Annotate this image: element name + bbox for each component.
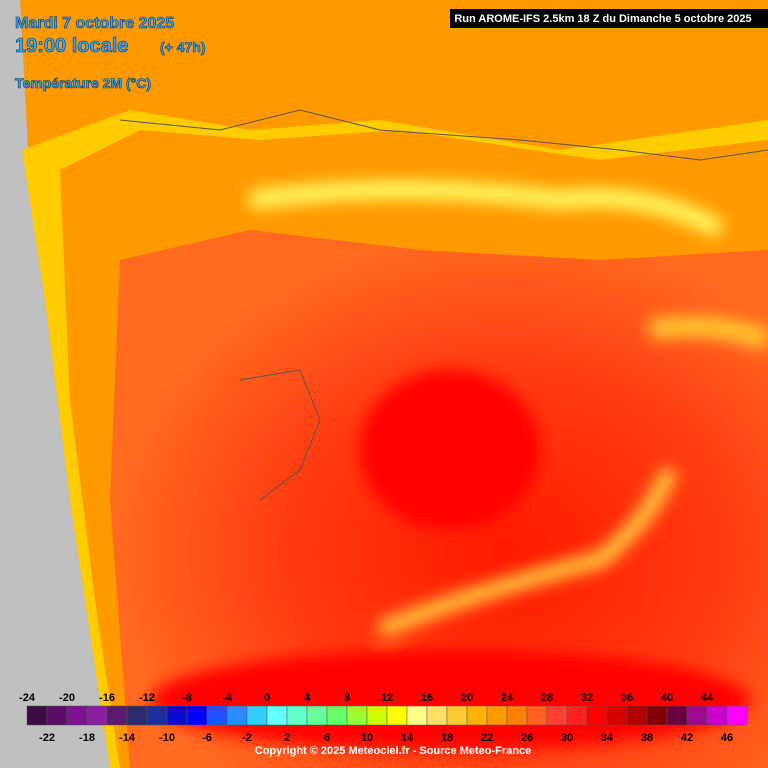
legend-swatch: [586, 705, 608, 726]
legend-bottom-label: 42: [681, 732, 693, 744]
legend-bottom-label: -22: [39, 732, 55, 744]
legend-swatch: [26, 705, 48, 726]
legend-bottom-label: 38: [641, 732, 653, 744]
legend-bottom-label: 14: [401, 732, 414, 744]
run-box: [450, 9, 768, 28]
legend-bottom-label: -18: [79, 732, 95, 744]
legend-swatch: [346, 705, 368, 726]
legend: -24 -20 -16 -12 -8 -4 0 4 8 12 16 20 24 28 32 36 40 44-22…: [19, 692, 748, 744]
date: Mardi 7 octobre 2025: [15, 15, 174, 32]
legend-bottom-label: 6: [324, 732, 330, 744]
border: [239, 369, 321, 501]
legend-swatch: [486, 705, 508, 726]
legend-top-label: -24: [19, 692, 36, 704]
legend-swatch: [206, 705, 228, 726]
legend-swatch: [626, 705, 648, 726]
legend-top-label: 36: [621, 692, 633, 704]
legend-top-label: -16: [99, 692, 115, 704]
legend-top-label: 12: [381, 692, 393, 704]
legend-swatch: [266, 705, 288, 726]
legend-swatch: [106, 705, 128, 726]
legend-swatch: [546, 705, 568, 726]
legend-top-label: 44: [701, 692, 714, 704]
legend-swatch: [686, 705, 708, 726]
coastline: [119, 109, 768, 161]
legend-bottom-label: -14: [119, 732, 136, 744]
legend-bottom-label: 30: [561, 732, 573, 744]
legend-swatch: [326, 705, 348, 726]
legend-top-label: 16: [421, 692, 433, 704]
legend-swatch: [506, 705, 528, 726]
legend-bottom-label: -10: [159, 732, 175, 744]
legend-swatch: [406, 705, 428, 726]
legend-top-label: -8: [182, 692, 192, 704]
parameter: Température 2M (°C): [15, 75, 151, 91]
legend-top-label: 40: [661, 692, 673, 704]
legend-swatch: [466, 705, 488, 726]
legend-swatch: [706, 705, 728, 726]
legend-bottom-label: 2: [284, 732, 290, 744]
legend-swatch: [646, 705, 668, 726]
legend-swatch: [726, 705, 748, 726]
time: 19:00 locale: [15, 35, 128, 57]
legend-top-label: 4: [304, 692, 311, 704]
legend-top-label: 20: [461, 692, 473, 704]
legend-swatch: [366, 705, 388, 726]
legend-top-label: 32: [581, 692, 593, 704]
legend-swatch: [86, 705, 108, 726]
legend-top-label: 0: [264, 692, 270, 704]
legend-bottom-label: 46: [721, 732, 733, 744]
legend-top-label: -12: [139, 692, 155, 704]
copyright: Copyright © 2025 Meteociel.fr - Source M…: [255, 745, 531, 757]
legend-swatch: [166, 705, 188, 726]
legend-bottom-label: 34: [601, 732, 614, 744]
legend-bottom-label: 22: [481, 732, 493, 744]
legend-top-label: -4: [222, 692, 233, 704]
legend-swatch: [126, 705, 148, 726]
legend-swatch: [446, 705, 468, 726]
legend-swatch: [146, 705, 168, 726]
legend-swatch: [526, 705, 548, 726]
legend-top-label: 24: [501, 692, 514, 704]
legend-top-label: -20: [59, 692, 75, 704]
legend-swatch: [666, 705, 688, 726]
legend-bottom-label: 18: [441, 732, 453, 744]
run-info: Run AROME-IFS 2.5km 18 Z du Dimanche 5 o…: [454, 13, 751, 25]
legend-bottom-label: 10: [361, 732, 373, 744]
legend-swatch: [186, 705, 208, 726]
legend-swatch: [226, 705, 248, 726]
legend-bottom-label: -6: [202, 732, 212, 744]
legend-swatch: [566, 705, 588, 726]
legend-swatch: [606, 705, 628, 726]
legend-top-label: 8: [344, 692, 350, 704]
legend-top-label: 28: [541, 692, 553, 704]
legend-bottom-label: -2: [242, 732, 252, 744]
legend-swatch: [426, 705, 448, 726]
legend-swatch: [46, 705, 68, 726]
legend-bottom-label: 26: [521, 732, 533, 744]
legend-swatch: [306, 705, 328, 726]
left-land: [0, 0, 110, 768]
legend-swatch: [386, 705, 408, 726]
offset: (+ 47h): [160, 39, 206, 55]
legend-swatch: [66, 705, 88, 726]
legend-swatch: [286, 705, 308, 726]
legend-swatch: [246, 705, 268, 726]
